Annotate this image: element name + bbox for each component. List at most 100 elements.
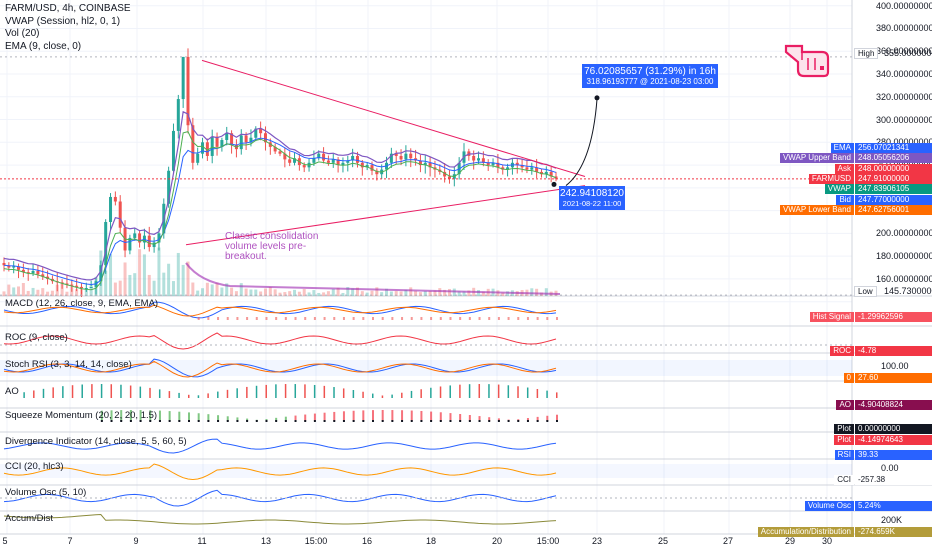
squeeze-dot xyxy=(497,420,500,422)
volume-bar xyxy=(530,288,534,296)
macd-hist xyxy=(546,317,549,320)
ao-bar xyxy=(236,388,238,398)
squeeze-dot xyxy=(188,420,190,422)
squeeze-dot xyxy=(439,420,442,422)
candle-body xyxy=(360,162,364,168)
symbol-title[interactable]: FARM/USD, 4h, COINBASE xyxy=(5,3,131,14)
squeeze-dot xyxy=(507,420,510,422)
ao-bar xyxy=(33,390,35,398)
panel-title[interactable]: Volume Osc (5, 10) xyxy=(5,487,87,498)
panel-title[interactable]: ROC (9, close) xyxy=(5,332,68,343)
volume-bar xyxy=(428,291,432,296)
candle-body xyxy=(496,162,500,168)
squeeze-bar xyxy=(449,413,452,421)
squeeze-dot xyxy=(478,420,481,422)
volume-bar xyxy=(191,282,195,296)
candle-body xyxy=(370,165,374,171)
volume-bar xyxy=(186,261,190,296)
projection-point xyxy=(594,95,600,101)
squeeze-dot xyxy=(526,420,529,422)
candle-body xyxy=(244,135,248,143)
candle-body xyxy=(70,284,74,286)
panel-tag-label: AO xyxy=(836,400,854,410)
ao-bar xyxy=(313,384,316,398)
ao-bar xyxy=(168,391,171,398)
ema-legend[interactable]: EMA (9, close, 0) xyxy=(5,40,82,52)
target-callout[interactable]: 76.02085657 (31.29%) in 16h 318.96193777… xyxy=(582,64,718,88)
volume-legend[interactable]: Vol (20) xyxy=(5,28,40,39)
ao-bar xyxy=(546,390,548,398)
volume-bar xyxy=(278,292,282,296)
squeeze-dot xyxy=(100,420,103,422)
volume-bar xyxy=(312,290,316,296)
candle-body xyxy=(293,158,297,163)
macd-hist xyxy=(362,317,365,320)
squeeze-dot xyxy=(304,420,307,422)
panel-title[interactable]: Divergence Indicator (14, close, 5, 5, 6… xyxy=(5,436,187,447)
volume-bar xyxy=(317,292,321,296)
squeeze-bar xyxy=(149,410,152,421)
squeeze-bar xyxy=(294,415,297,421)
price-tag-label: Ask xyxy=(834,163,854,174)
entry-callout[interactable]: 242.94108120 2021-08-22 11:00 xyxy=(559,186,625,210)
candle-body xyxy=(404,153,408,160)
volume-bar xyxy=(326,291,330,296)
candle-body xyxy=(365,165,369,168)
volume-bar xyxy=(385,288,389,296)
panel-tag-label: CCI xyxy=(834,475,854,485)
squeeze-bar xyxy=(236,417,239,421)
volume-bar xyxy=(142,254,146,296)
candle-body xyxy=(17,266,21,270)
time-tick: 18 xyxy=(425,536,437,546)
panel-title[interactable]: AO xyxy=(5,386,19,397)
vwap-legend[interactable]: VWAP (Session, hl2, 0, 1) xyxy=(5,15,121,27)
volume-bar xyxy=(104,270,108,296)
ao-bar xyxy=(100,384,103,398)
volume-bar xyxy=(423,291,427,296)
price-tick: 200.00000000 xyxy=(876,228,932,239)
squeeze-dot xyxy=(120,420,123,422)
panel-title[interactable]: Stoch RSI (3, 3, 14, 14, close) xyxy=(5,359,132,370)
candle-body xyxy=(230,133,234,145)
panel-title[interactable]: CCI (20, hlc3) xyxy=(5,461,64,472)
candle-body xyxy=(138,233,142,243)
candle-body xyxy=(506,167,510,170)
squeeze-dot xyxy=(236,420,239,422)
squeeze-bar xyxy=(129,410,132,421)
squeeze-dot xyxy=(410,420,413,422)
ao-bar xyxy=(62,386,64,398)
macd-line xyxy=(3,301,557,319)
panel-tag-value: -4.90408824 xyxy=(855,400,932,410)
squeeze-dot xyxy=(294,420,297,422)
candle-body xyxy=(302,165,306,168)
squeeze-dot xyxy=(129,420,132,422)
squeeze-bar xyxy=(217,415,220,421)
macd-hist xyxy=(556,317,558,320)
panel-tag2-value: -4.14974643 xyxy=(855,435,932,445)
panel-tag-value: -1.29962596 xyxy=(855,312,932,322)
volume-bar xyxy=(118,280,122,296)
panel-title[interactable]: MACD (12, 26, close, 9, EMA, EMA) xyxy=(5,298,159,309)
annotation-line-1: Classic consolidation xyxy=(225,231,319,242)
candle-body xyxy=(205,142,209,156)
volume-bar xyxy=(457,291,461,296)
ao-bar xyxy=(556,392,558,398)
macd-hist xyxy=(236,317,239,320)
panel-title[interactable]: Squeeze Momentum (20, 2, 20, 1.5) xyxy=(5,410,158,421)
squeeze-dot xyxy=(139,420,142,422)
ao-bar xyxy=(372,393,374,398)
panel-title[interactable]: Accum/Dist xyxy=(5,513,54,524)
macd-hist xyxy=(459,317,462,320)
consolidation-annotation[interactable]: Classic consolidation volume levels pre-… xyxy=(225,232,318,262)
squeeze-bar xyxy=(275,417,278,421)
ao-bar xyxy=(188,394,190,398)
ao-bar xyxy=(333,387,335,398)
volume-bar xyxy=(249,289,253,296)
squeeze-bar xyxy=(168,411,171,421)
volume-bar xyxy=(443,289,447,296)
volume-bar xyxy=(365,292,369,296)
volume-bar xyxy=(138,249,142,296)
squeeze-dot xyxy=(255,420,258,422)
volume-bar xyxy=(370,290,374,296)
